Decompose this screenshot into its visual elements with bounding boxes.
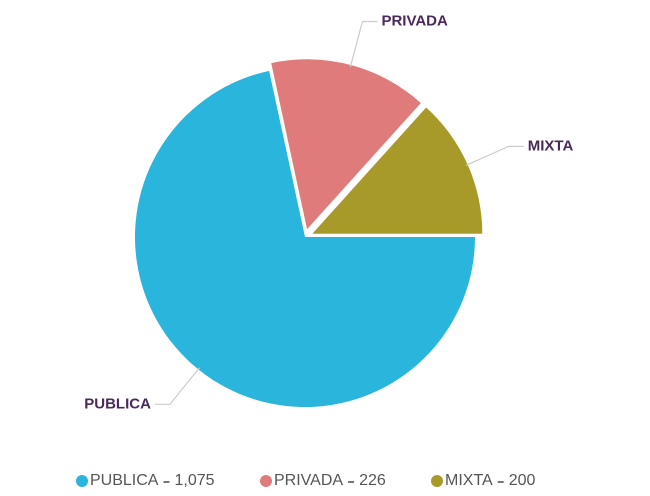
- legend-marker: [260, 475, 272, 487]
- legend-value: 200: [509, 472, 536, 489]
- legend-value: 1,075: [174, 472, 214, 489]
- pie-slice: [271, 59, 421, 230]
- leader-line: [154, 367, 200, 405]
- legend-label: PRIVADA: [274, 472, 343, 489]
- slice-label: PUBLICA: [84, 395, 151, 412]
- legend-marker: [431, 475, 443, 487]
- slice-label: PRIVADA: [381, 12, 448, 29]
- pie-slice: [312, 107, 483, 234]
- legend-label: PUBLICA: [90, 472, 159, 489]
- legend-value: 226: [359, 472, 386, 489]
- legend-label: MIXTA: [445, 472, 493, 489]
- leader-line: [465, 145, 524, 167]
- pie-slice: [134, 70, 475, 408]
- slice-label: MIXTA: [528, 137, 574, 154]
- legend-marker: [76, 475, 88, 487]
- leader-line: [349, 20, 378, 68]
